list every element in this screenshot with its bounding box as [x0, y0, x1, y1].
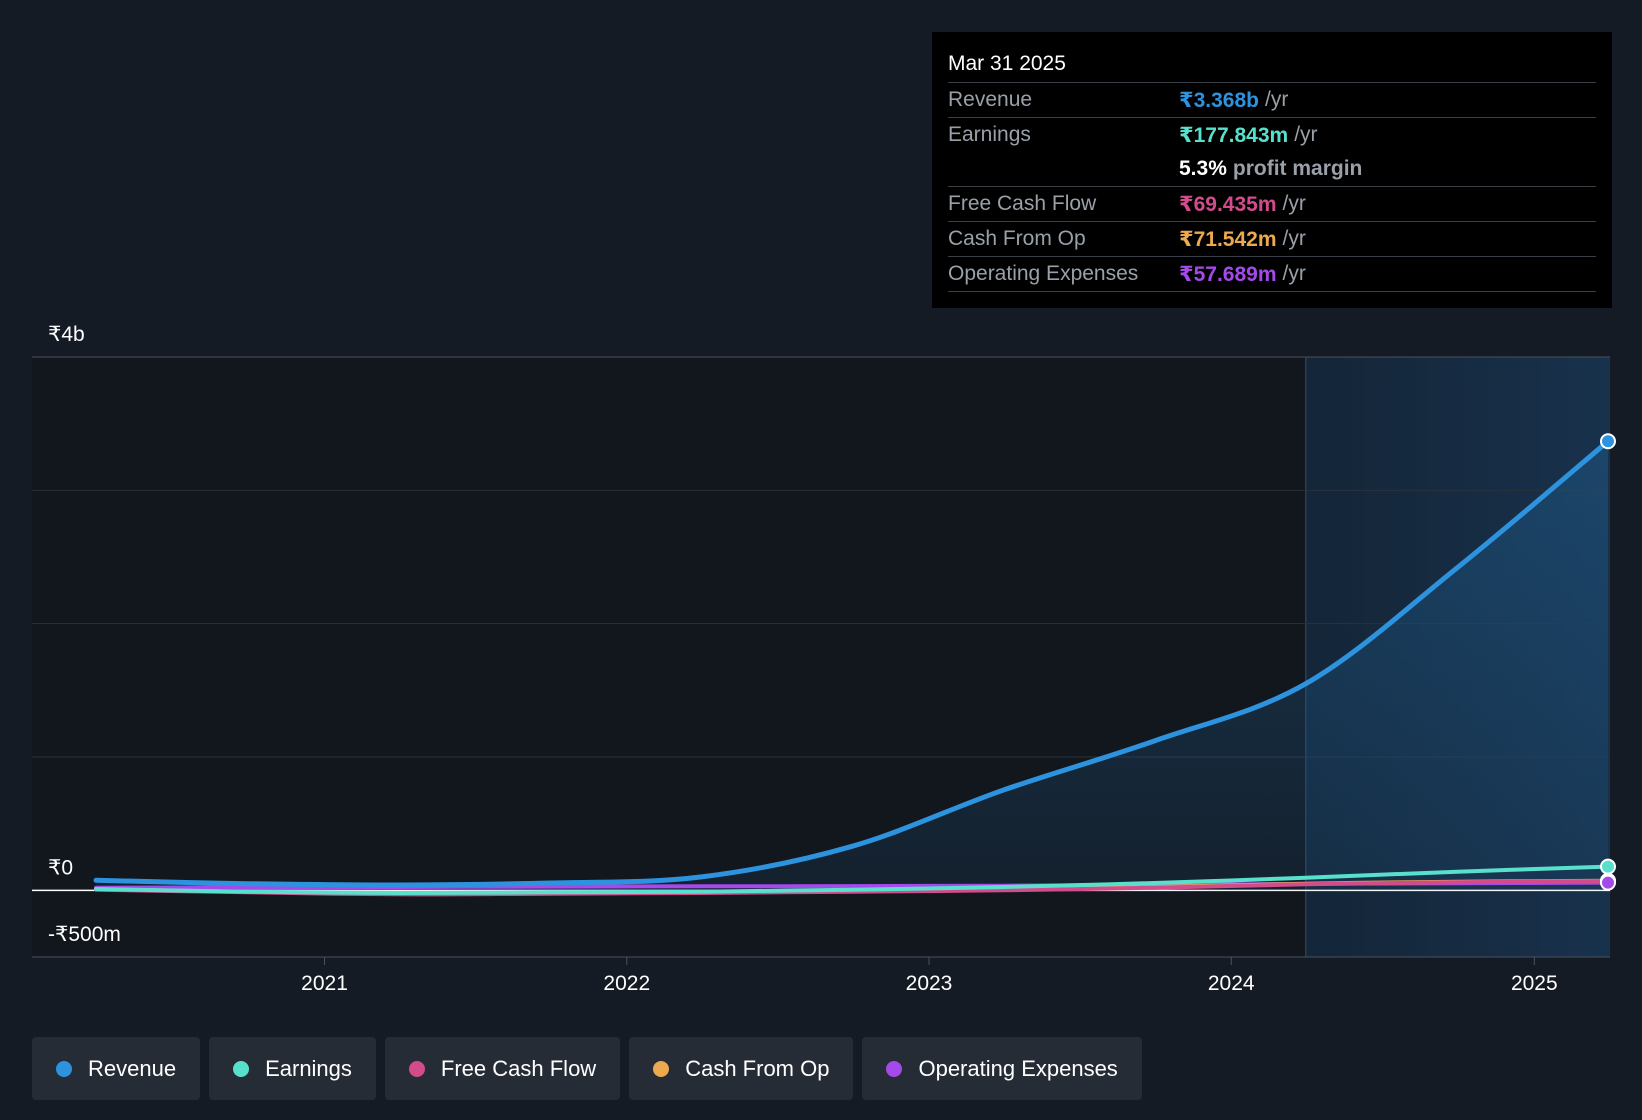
- x-tick-label: 2025: [1511, 972, 1558, 995]
- tooltip-divider: [948, 291, 1596, 292]
- y-tick-label: ₹4b: [48, 323, 85, 346]
- tooltip-row-value: ₹57.689m: [1179, 262, 1277, 286]
- legend-label: Cash From Op: [685, 1055, 830, 1081]
- tooltip-row-label: Operating Expenses: [948, 262, 1139, 285]
- tooltip-row: Earnings ₹177.843m/yr: [948, 117, 1596, 152]
- legend-item-earnings[interactable]: Earnings: [209, 1037, 376, 1100]
- tooltip-row-unit: /yr: [1265, 88, 1289, 111]
- x-tick-label: 2021: [301, 972, 348, 995]
- x-tick-label: 2022: [603, 972, 650, 995]
- legend-label: Operating Expenses: [918, 1055, 1118, 1081]
- legend-item-operating-expenses[interactable]: Operating Expenses: [862, 1037, 1142, 1100]
- legend-item-cash-from-op[interactable]: Cash From Op: [629, 1037, 854, 1100]
- legend-label: Revenue: [88, 1055, 177, 1081]
- end-point-operating-expenses: [1600, 874, 1616, 891]
- end-point-revenue: [1600, 433, 1616, 450]
- legend-dot-icon: [653, 1060, 670, 1077]
- tooltip-row-label: Revenue: [948, 88, 1033, 111]
- series-line-earnings: [94, 864, 1610, 896]
- tooltip-row-unit: /yr: [1282, 192, 1306, 215]
- tooltip-row-value: ₹3.368b: [1179, 88, 1259, 112]
- x-tick-label: 2024: [1208, 972, 1255, 995]
- tooltip-row-label: Free Cash Flow: [948, 192, 1097, 215]
- tooltip-panel: Mar 31 2025 Revenue ₹3.368b/yr Earnings ₹17…: [932, 32, 1612, 308]
- legend-dot-icon: [408, 1060, 425, 1077]
- legend-item-revenue[interactable]: Revenue: [32, 1037, 201, 1100]
- tooltip-row-unit: /yr: [1282, 262, 1306, 285]
- series-area-revenue: [96, 441, 1608, 891]
- tooltip-row: Revenue ₹3.368b/yr: [948, 82, 1596, 117]
- tooltip-row-unit: /yr: [1294, 123, 1318, 146]
- legend-label: Earnings: [265, 1055, 352, 1081]
- legend-label: Free Cash Flow: [440, 1055, 597, 1081]
- tooltip-row-unit: /yr: [1282, 227, 1306, 250]
- end-point-earnings: [1600, 858, 1616, 875]
- tooltip-row-value: 5.3%: [1179, 157, 1227, 180]
- x-tick-label: 2023: [906, 972, 953, 995]
- series-line-revenue: [93, 438, 1611, 888]
- tooltip-row-label: Earnings: [948, 123, 1031, 146]
- tooltip-row: Operating Expenses ₹57.689m/yr: [948, 256, 1596, 291]
- legend-item-free-cash-flow[interactable]: Free Cash Flow: [384, 1037, 621, 1100]
- tooltip-row-unit: profit margin: [1232, 157, 1363, 180]
- tooltip-row-value: ₹69.435m: [1179, 192, 1277, 216]
- tooltip-row: Free Cash Flow ₹69.435m/yr: [948, 186, 1596, 221]
- legend-dot-icon: [886, 1060, 903, 1077]
- tooltip-date: Mar 31 2025: [948, 52, 1066, 75]
- legend-dot-icon: [56, 1060, 72, 1077]
- legend: Revenue Earnings Free Cash Flow Cash From O…: [32, 1037, 1142, 1100]
- y-tick-label: -₹500m: [48, 923, 121, 946]
- tooltip-row: Cash From Op ₹71.542m/yr: [948, 221, 1596, 256]
- tooltip-row: 5.3% profit margin: [948, 152, 1596, 186]
- tooltip-row-label: Cash From Op: [948, 227, 1086, 250]
- y-tick-label: ₹0: [48, 856, 73, 879]
- tooltip-row-value: ₹71.542m: [1179, 227, 1277, 251]
- tooltip-row-value: ₹177.843m: [1179, 123, 1289, 147]
- legend-dot-icon: [233, 1060, 250, 1077]
